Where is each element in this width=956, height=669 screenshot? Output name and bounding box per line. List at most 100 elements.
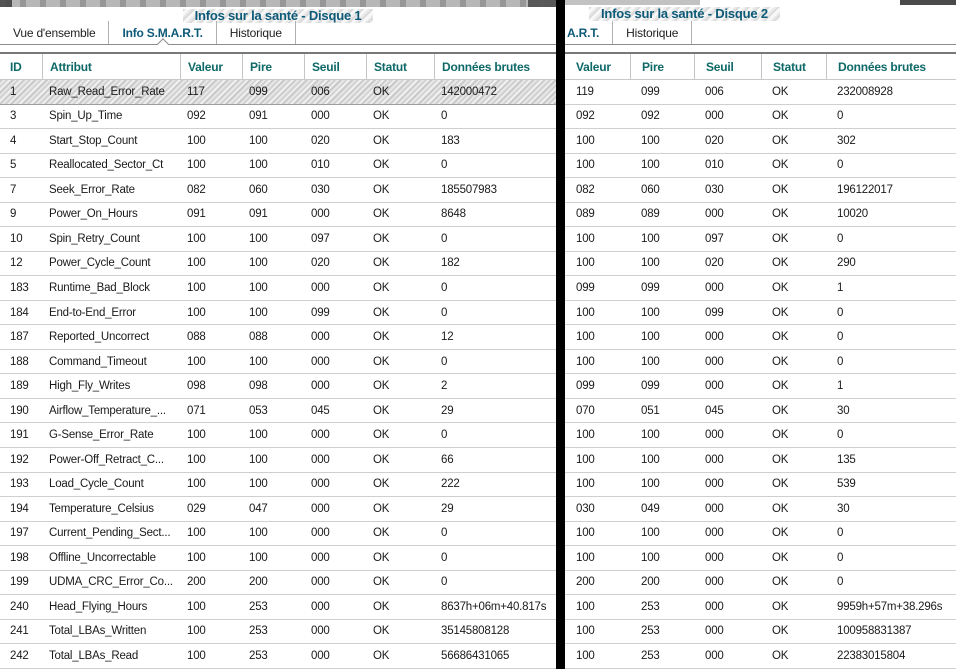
- table-row[interactable]: 193 Load_Cycle_Count 100 100 000 OK 222: [0, 472, 556, 498]
- table-row[interactable]: 189 High_Fly_Writes 098 098 000 OK 2: [0, 374, 556, 399]
- table-row[interactable]: 197 Current_Pending_Sect... 100 100 000 OK 0: [0, 521, 556, 547]
- cell-pire: 100: [641, 134, 660, 147]
- table-row[interactable]: 100 253 000 OK 9959h+57m+38.296s: [565, 595, 956, 620]
- table-row[interactable]: 082 060 030 OK 196122017: [565, 178, 956, 203]
- cell-statut: OK: [772, 478, 789, 491]
- table-row[interactable]: 184 End-to-End_Error 100 100 099 OK 0: [0, 300, 556, 326]
- cell-seuil: 000: [311, 576, 330, 589]
- table-row[interactable]: 199 UDMA_CRC_Error_Co... 200 200 000 OK 0: [0, 570, 556, 596]
- table-row[interactable]: 089 089 000 OK 10020: [565, 202, 956, 228]
- table-row[interactable]: 070 051 045 OK 30: [565, 398, 956, 424]
- table-row[interactable]: 192 Power-Off_Retract_C... 100 100 000 OK 66: [0, 447, 556, 473]
- table-row[interactable]: 9 Power_On_Hours 091 091 000 OK 8648: [0, 202, 556, 228]
- cell-pire: 100: [641, 453, 660, 466]
- table-body-disk2: 119 099 006 OK 232008928 092 092 000 OK 0 100 100 02…: [565, 80, 956, 669]
- table-body-disk1: 1 Raw_Read_Error_Rate 117 099 006 OK 142000472…: [0, 80, 556, 669]
- tab-info-smart[interactable]: Info S.M.A.R.T.: [109, 21, 217, 51]
- cell-valeur: 100: [576, 429, 595, 442]
- tab-info-smart-partial[interactable]: A.R.T.: [565, 21, 614, 44]
- table-row[interactable]: 187 Reported_Uncorrect 088 088 000 OK 12: [0, 325, 556, 350]
- table-row[interactable]: 100 100 000 OK 0: [565, 325, 956, 350]
- column-header-valeur[interactable]: Valeur: [180, 54, 242, 79]
- table-row[interactable]: 099 099 000 OK 1: [565, 374, 956, 399]
- column-header-valeur[interactable]: Valeur: [576, 59, 611, 74]
- table-row[interactable]: 242 Total_LBAs_Read 100 253 000 OK 56686431065: [0, 644, 556, 669]
- table-row[interactable]: 100 100 000 OK 539: [565, 472, 956, 498]
- cell-pire: 060: [641, 183, 660, 196]
- table-row[interactable]: 100 100 000 OK 135: [565, 447, 956, 473]
- table-row[interactable]: 099 099 000 OK 1: [565, 276, 956, 301]
- table-row[interactable]: 100 100 000 OK 0: [565, 521, 956, 547]
- table-row[interactable]: 100 100 099 OK 0: [565, 300, 956, 326]
- cell-pire: 100: [249, 478, 268, 491]
- column-header-donnees-brutes[interactable]: Données brutes: [826, 54, 956, 79]
- table-row[interactable]: 194 Temperature_Celsius 029 047 000 OK 29: [0, 497, 556, 522]
- cell-id: 191: [10, 429, 29, 442]
- table-row[interactable]: 10 Spin_Retry_Count 100 100 097 OK 0: [0, 227, 556, 252]
- tab-vue-densemble[interactable]: Vue d'ensemble: [0, 21, 110, 44]
- cell-seuil: 045: [311, 404, 330, 417]
- table-row[interactable]: 100 100 020 OK 290: [565, 251, 956, 277]
- column-header-seuil[interactable]: Seuil: [304, 54, 366, 79]
- column-header-statut[interactable]: Statut: [761, 54, 826, 79]
- table-row[interactable]: 100 100 000 OK 0: [565, 423, 956, 448]
- column-header-statut[interactable]: Statut: [366, 54, 434, 79]
- cell-attribut: High_Fly_Writes: [49, 380, 131, 393]
- cell-valeur: 100: [576, 453, 595, 466]
- cell-pire: 091: [249, 110, 268, 123]
- cell-id: 1: [10, 85, 17, 98]
- table-row[interactable]: 190 Airflow_Temperature_... 071 053 045 OK 29: [0, 398, 556, 424]
- table-row[interactable]: 3 Spin_Up_Time 092 091 000 OK 0: [0, 104, 556, 130]
- table-row[interactable]: 191 G-Sense_Error_Rate 100 100 000 OK 0: [0, 423, 556, 448]
- cell-seuil: 000: [311, 551, 330, 564]
- table-row[interactable]: 100 253 000 OK 22383015804: [565, 644, 956, 669]
- table-row[interactable]: 092 092 000 OK 0: [565, 104, 956, 130]
- cell-seuil: 000: [705, 429, 724, 442]
- table-row[interactable]: 100 100 020 OK 302: [565, 129, 956, 154]
- column-header-id[interactable]: ID: [10, 59, 22, 74]
- column-header-pire[interactable]: Pire: [242, 54, 304, 79]
- cell-seuil: 020: [705, 134, 724, 147]
- table-row[interactable]: 241 Total_LBAs_Written 100 253 000 OK 35145808…: [0, 619, 556, 645]
- table-row[interactable]: 183 Runtime_Bad_Block 100 100 000 OK 0: [0, 276, 556, 301]
- cell-donnees-brutes: 1: [837, 282, 844, 295]
- tab-historique[interactable]: Historique: [217, 21, 296, 44]
- tab-historique[interactable]: Historique: [613, 21, 693, 44]
- table-row[interactable]: 100 100 000 OK 0: [565, 546, 956, 571]
- table-row[interactable]: 198 Offline_Uncorrectable 100 100 000 OK 0: [0, 546, 556, 571]
- table-row[interactable]: 7 Seek_Error_Rate 082 060 030 OK 185507983: [0, 178, 556, 203]
- table-row[interactable]: 1 Raw_Read_Error_Rate 117 099 006 OK 142000472: [0, 80, 556, 105]
- cell-id: 197: [10, 527, 29, 540]
- table-row[interactable]: 100 253 000 OK 100958831387: [565, 619, 956, 645]
- column-header-attribut[interactable]: Attribut: [42, 54, 180, 79]
- cell-id: 194: [10, 502, 29, 515]
- table-row[interactable]: 240 Head_Flying_Hours 100 253 000 OK 8637h+06m…: [0, 595, 556, 620]
- table-row[interactable]: 4 Start_Stop_Count 100 100 020 OK 183: [0, 129, 556, 154]
- table-row[interactable]: 188 Command_Timeout 100 100 000 OK 0: [0, 349, 556, 375]
- cell-donnees-brutes: 0: [441, 429, 448, 442]
- column-header-pire[interactable]: Pire: [630, 54, 694, 79]
- table-row[interactable]: 200 200 000 OK 0: [565, 570, 956, 596]
- cell-valeur: 099: [576, 282, 595, 295]
- cell-seuil: 030: [311, 183, 330, 196]
- cell-id: 193: [10, 478, 29, 491]
- column-header-donnees-brutes[interactable]: Données brutes: [434, 54, 556, 79]
- cell-attribut: Reported_Uncorrect: [49, 331, 149, 344]
- cell-statut: OK: [373, 85, 390, 98]
- table-row[interactable]: 030 049 000 OK 30: [565, 497, 956, 522]
- page-title-disk1: Infos sur la santé - Disque 1: [182, 9, 374, 23]
- table-row[interactable]: 119 099 006 OK 232008928: [565, 80, 956, 105]
- table-row[interactable]: 100 100 010 OK 0: [565, 153, 956, 179]
- table-row[interactable]: 12 Power_Cycle_Count 100 100 020 OK 182: [0, 251, 556, 277]
- table-header-disk1: ID Attribut Valeur Pire Seuil Statut Données b…: [0, 52, 556, 80]
- cell-id: 12: [10, 257, 23, 270]
- table-row[interactable]: 100 100 097 OK 0: [565, 227, 956, 252]
- cell-statut: OK: [373, 576, 390, 589]
- cell-seuil: 000: [705, 282, 724, 295]
- cell-seuil: 099: [311, 306, 330, 319]
- table-row[interactable]: 100 100 000 OK 0: [565, 349, 956, 375]
- column-header-seuil[interactable]: Seuil: [694, 54, 761, 79]
- cell-donnees-brutes: 35145808128: [441, 625, 510, 638]
- window-divider: [556, 0, 565, 669]
- table-row[interactable]: 5 Reallocated_Sector_Ct 100 100 010 OK 0: [0, 153, 556, 179]
